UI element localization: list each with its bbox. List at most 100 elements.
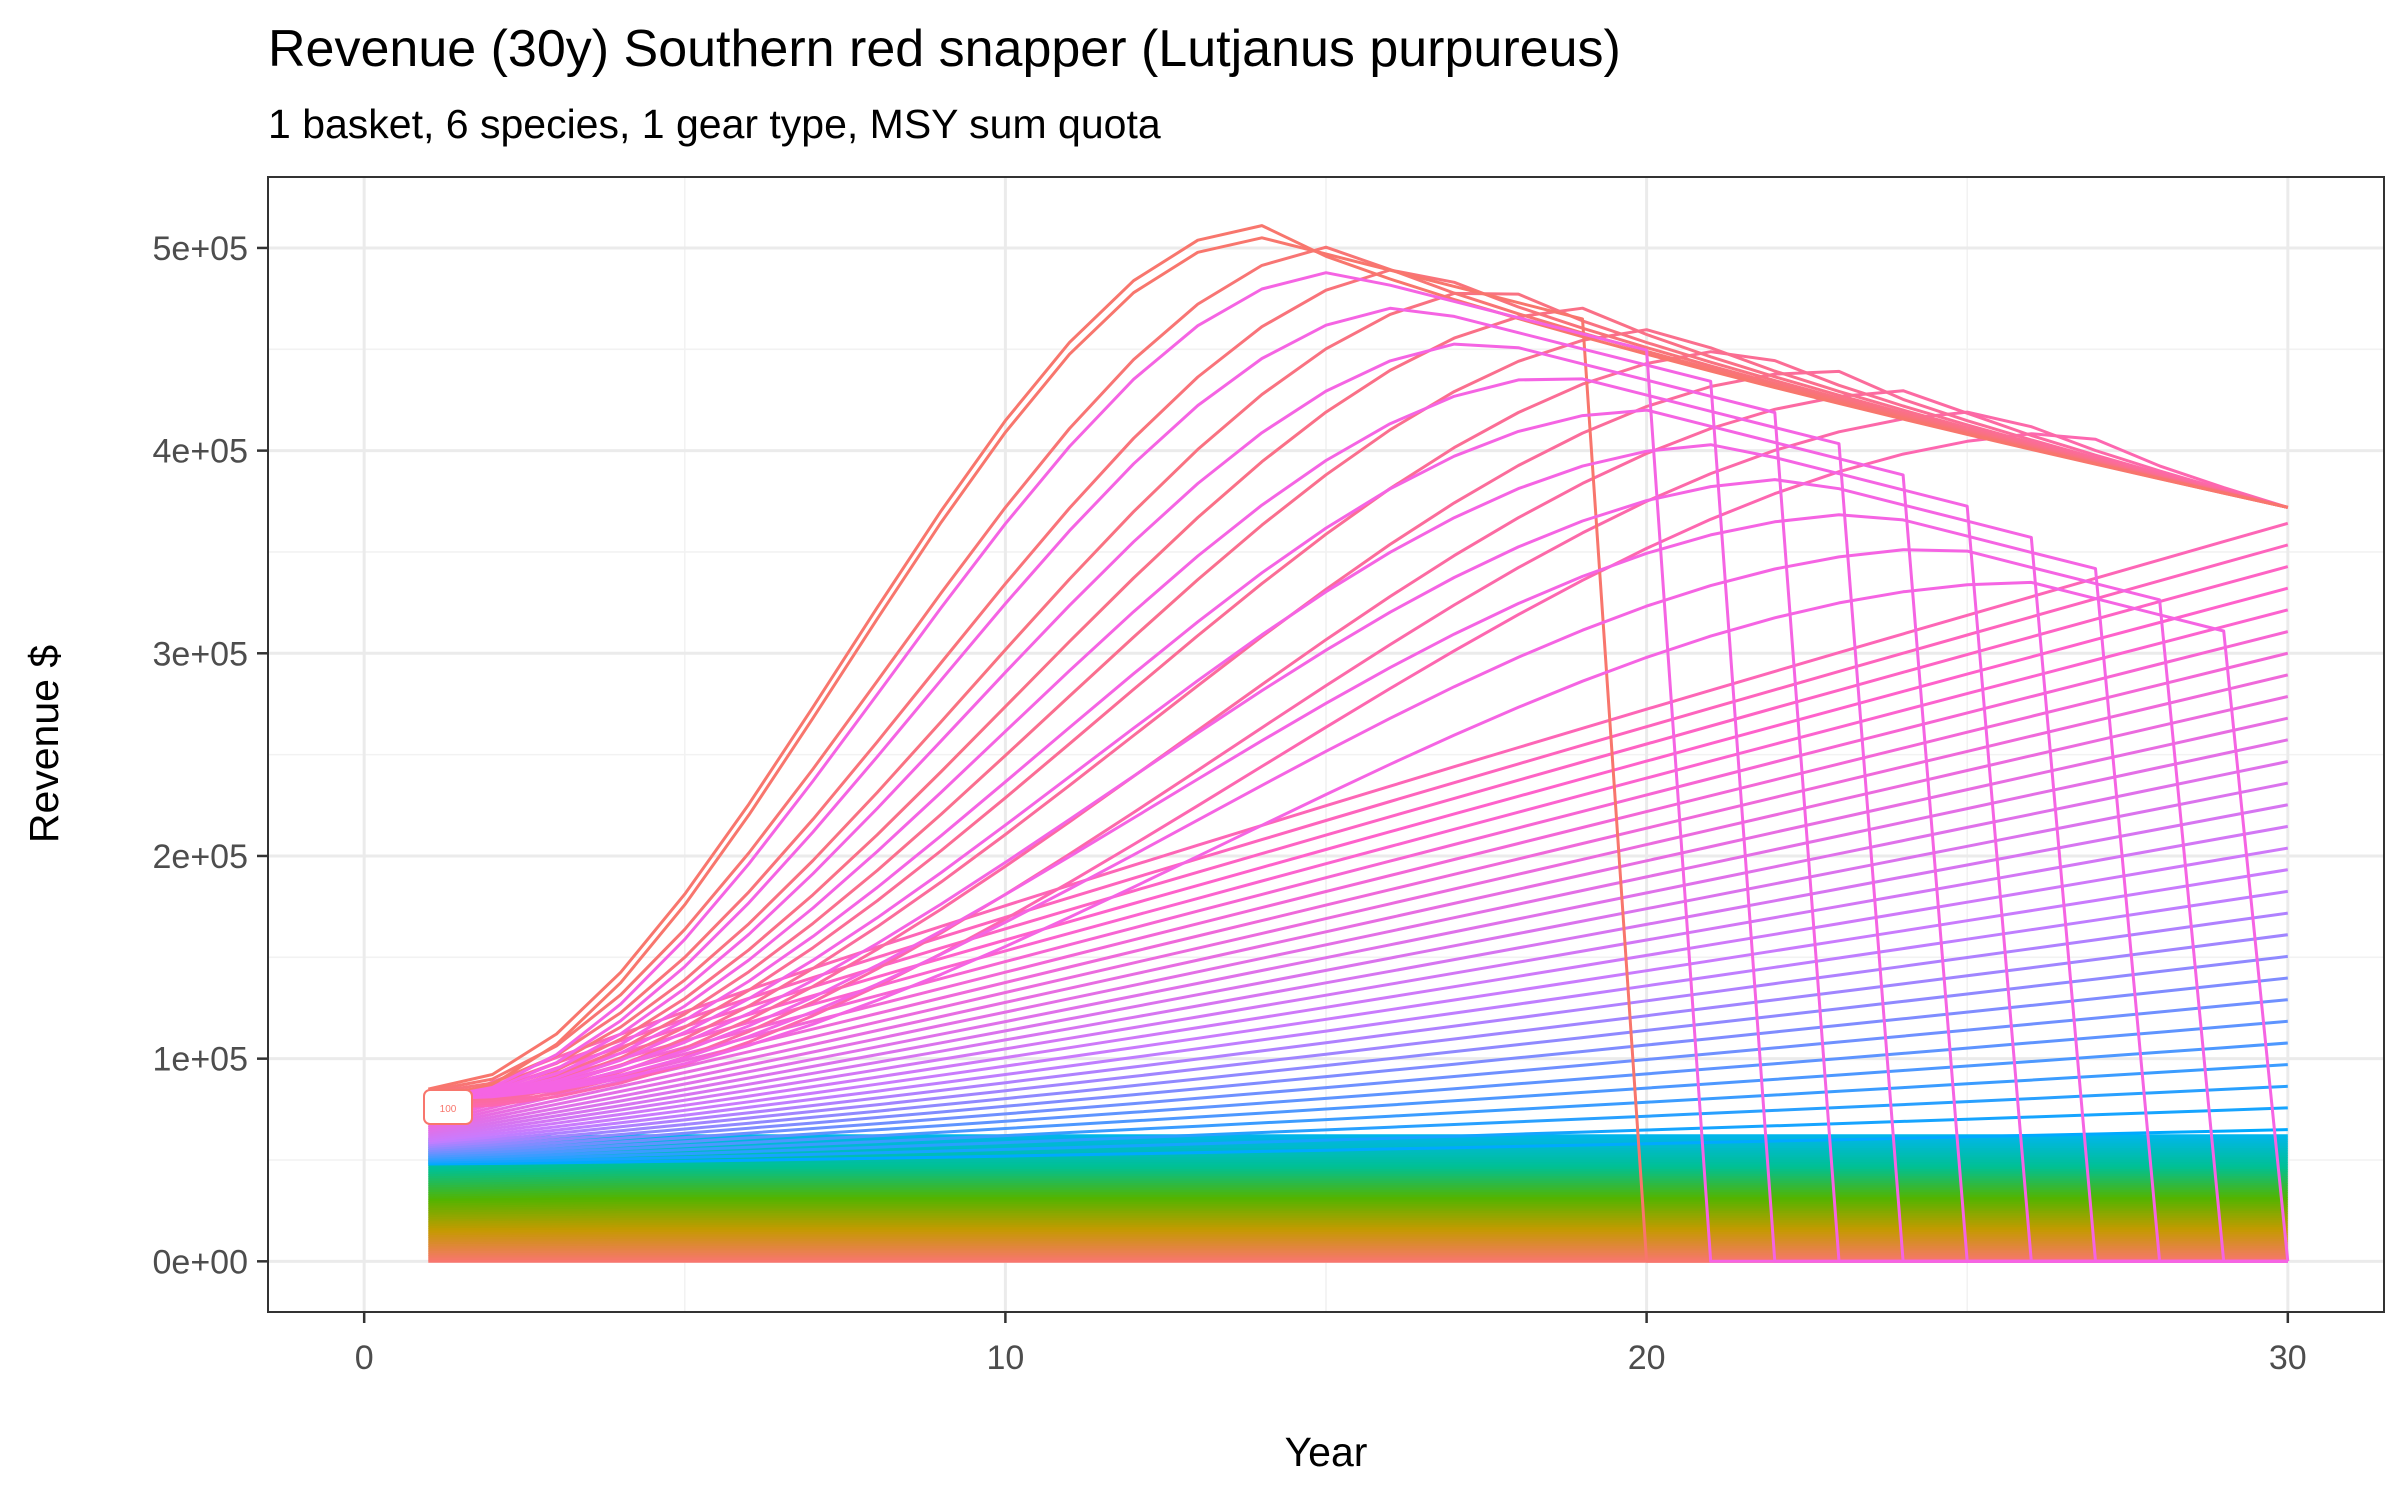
flat-series-line xyxy=(428,1215,2288,1220)
rising-series-line xyxy=(428,432,2289,1110)
rising-series-line xyxy=(428,1019,2288,1156)
rising-series-line xyxy=(428,954,2288,1151)
rising-series-line xyxy=(427,630,2289,1122)
rising-series-line xyxy=(428,846,2289,1141)
y-axis-title: Revenue $ xyxy=(21,645,67,844)
flat-series-line xyxy=(428,1213,2288,1218)
rising-series-line xyxy=(428,760,2289,1133)
rising-series-line xyxy=(427,716,2289,1129)
flat-series-line xyxy=(428,1217,2288,1223)
chart-title: Revenue (30y) Southern red snapper (Lutj… xyxy=(268,20,1621,78)
rising-series-line xyxy=(428,1063,2288,1160)
y-tick-label: 2e+05 xyxy=(153,838,249,876)
flat-series-line xyxy=(428,1173,2288,1180)
flat-series-line xyxy=(428,1238,2288,1243)
x-axis: 0 10 20 30 xyxy=(355,1312,2307,1377)
flat-series-line xyxy=(428,1236,2288,1241)
collapsing-series-line xyxy=(428,377,2288,1263)
rising-series-line xyxy=(428,868,2289,1143)
rising-series-line xyxy=(427,521,2289,1112)
flat-series-line xyxy=(428,1199,2288,1205)
collapsing-series-line xyxy=(428,548,2288,1263)
collapsing-series-line xyxy=(428,580,2290,1262)
flat-series-line xyxy=(428,1227,2288,1232)
flat-series-line xyxy=(428,1241,2288,1245)
flat-series-line xyxy=(428,1243,2288,1247)
rising-series-line xyxy=(428,369,2289,1104)
flat-series-line xyxy=(428,1222,2288,1227)
rising-series-line xyxy=(428,889,2289,1145)
flat-series-line xyxy=(428,1178,2288,1184)
flat-series-line xyxy=(428,1197,2288,1202)
flat-series-line xyxy=(428,1152,2288,1159)
rising-series-line xyxy=(428,738,2289,1131)
y-tick-label: 3e+05 xyxy=(153,635,249,673)
y-tick-label: 1e+05 xyxy=(153,1041,249,1079)
flat-series-line xyxy=(428,1166,2288,1173)
flat-series-line xyxy=(428,1194,2288,1200)
rising-series-line xyxy=(428,1106,2288,1164)
y-tick-label: 5e+05 xyxy=(153,230,249,268)
rising-series-line xyxy=(428,781,2289,1135)
rising-series-line xyxy=(428,410,2289,1108)
flat-series-line xyxy=(428,1192,2288,1198)
collapsing-series-line xyxy=(428,408,2288,1263)
series-lines xyxy=(427,224,2290,1263)
flat-series-line xyxy=(428,1185,2288,1191)
rising-series-line xyxy=(428,328,2289,1101)
x-tick-label: 0 xyxy=(355,1339,374,1377)
flat-series-line xyxy=(428,1143,2288,1150)
rising-series-line xyxy=(428,350,2289,1103)
flat-series-line xyxy=(428,1204,2288,1209)
rising-series-line xyxy=(428,389,2289,1106)
flat-series-line xyxy=(428,1208,2288,1214)
flat-series-line xyxy=(428,1190,2288,1195)
series-label-box xyxy=(423,1089,473,1125)
collapsing-series-line xyxy=(428,342,2288,1263)
flat-series-line xyxy=(428,1164,2288,1171)
flat-series-line xyxy=(428,1224,2288,1229)
flat-series-line xyxy=(428,1162,2288,1168)
flat-series-line xyxy=(428,1211,2288,1216)
x-tick-label: 30 xyxy=(2269,1339,2307,1377)
flat-series-line xyxy=(428,1231,2288,1236)
flat-series-line xyxy=(428,1169,2288,1175)
collapsing-series-line xyxy=(427,236,2288,1263)
flat-series-line xyxy=(428,1187,2288,1193)
x-tick-label: 10 xyxy=(986,1339,1024,1377)
collapsing-series-line xyxy=(428,306,2288,1263)
chart-subtitle: 1 basket, 6 species, 1 gear type, MSY su… xyxy=(268,101,1161,147)
x-tick-label: 20 xyxy=(1628,1339,1666,1377)
collapsing-series-line xyxy=(428,443,2288,1263)
y-axis: 0e+00 1e+05 2e+05 3e+05 4e+05 5e+05 xyxy=(153,230,268,1281)
flat-series-line xyxy=(428,1220,2288,1225)
rising-series-line xyxy=(427,224,2289,1091)
series-labels: 100 xyxy=(423,1089,473,1125)
flat-series-line xyxy=(428,1229,2288,1234)
rising-series-line xyxy=(428,933,2288,1149)
collapsing-series-line xyxy=(428,513,2288,1263)
collapsing-series-line xyxy=(428,271,2288,1263)
series-label-text: 100 xyxy=(440,1104,457,1115)
y-tick-label: 0e+00 xyxy=(153,1243,249,1281)
flat-series-line xyxy=(428,1234,2288,1238)
rising-series-line xyxy=(428,1084,2288,1162)
rising-series-line xyxy=(428,911,2289,1147)
flat-series-line xyxy=(428,1206,2288,1211)
rising-series-line xyxy=(428,998,2288,1154)
flat-series-line xyxy=(428,1176,2288,1182)
rising-series-line xyxy=(428,291,2289,1097)
y-tick-label: 4e+05 xyxy=(153,433,249,471)
flat-series-line xyxy=(428,1180,2288,1186)
rising-series-line xyxy=(427,695,2289,1128)
plot-panel-border xyxy=(267,176,2385,1313)
rising-series-line xyxy=(428,976,2288,1153)
rising-series-line xyxy=(428,1041,2288,1158)
flat-series-line xyxy=(428,1183,2288,1189)
rising-series-line xyxy=(428,824,2289,1139)
flat-series-line xyxy=(428,1171,2288,1177)
rising-series-line xyxy=(428,803,2289,1137)
collapsing-series-line xyxy=(428,478,2288,1263)
